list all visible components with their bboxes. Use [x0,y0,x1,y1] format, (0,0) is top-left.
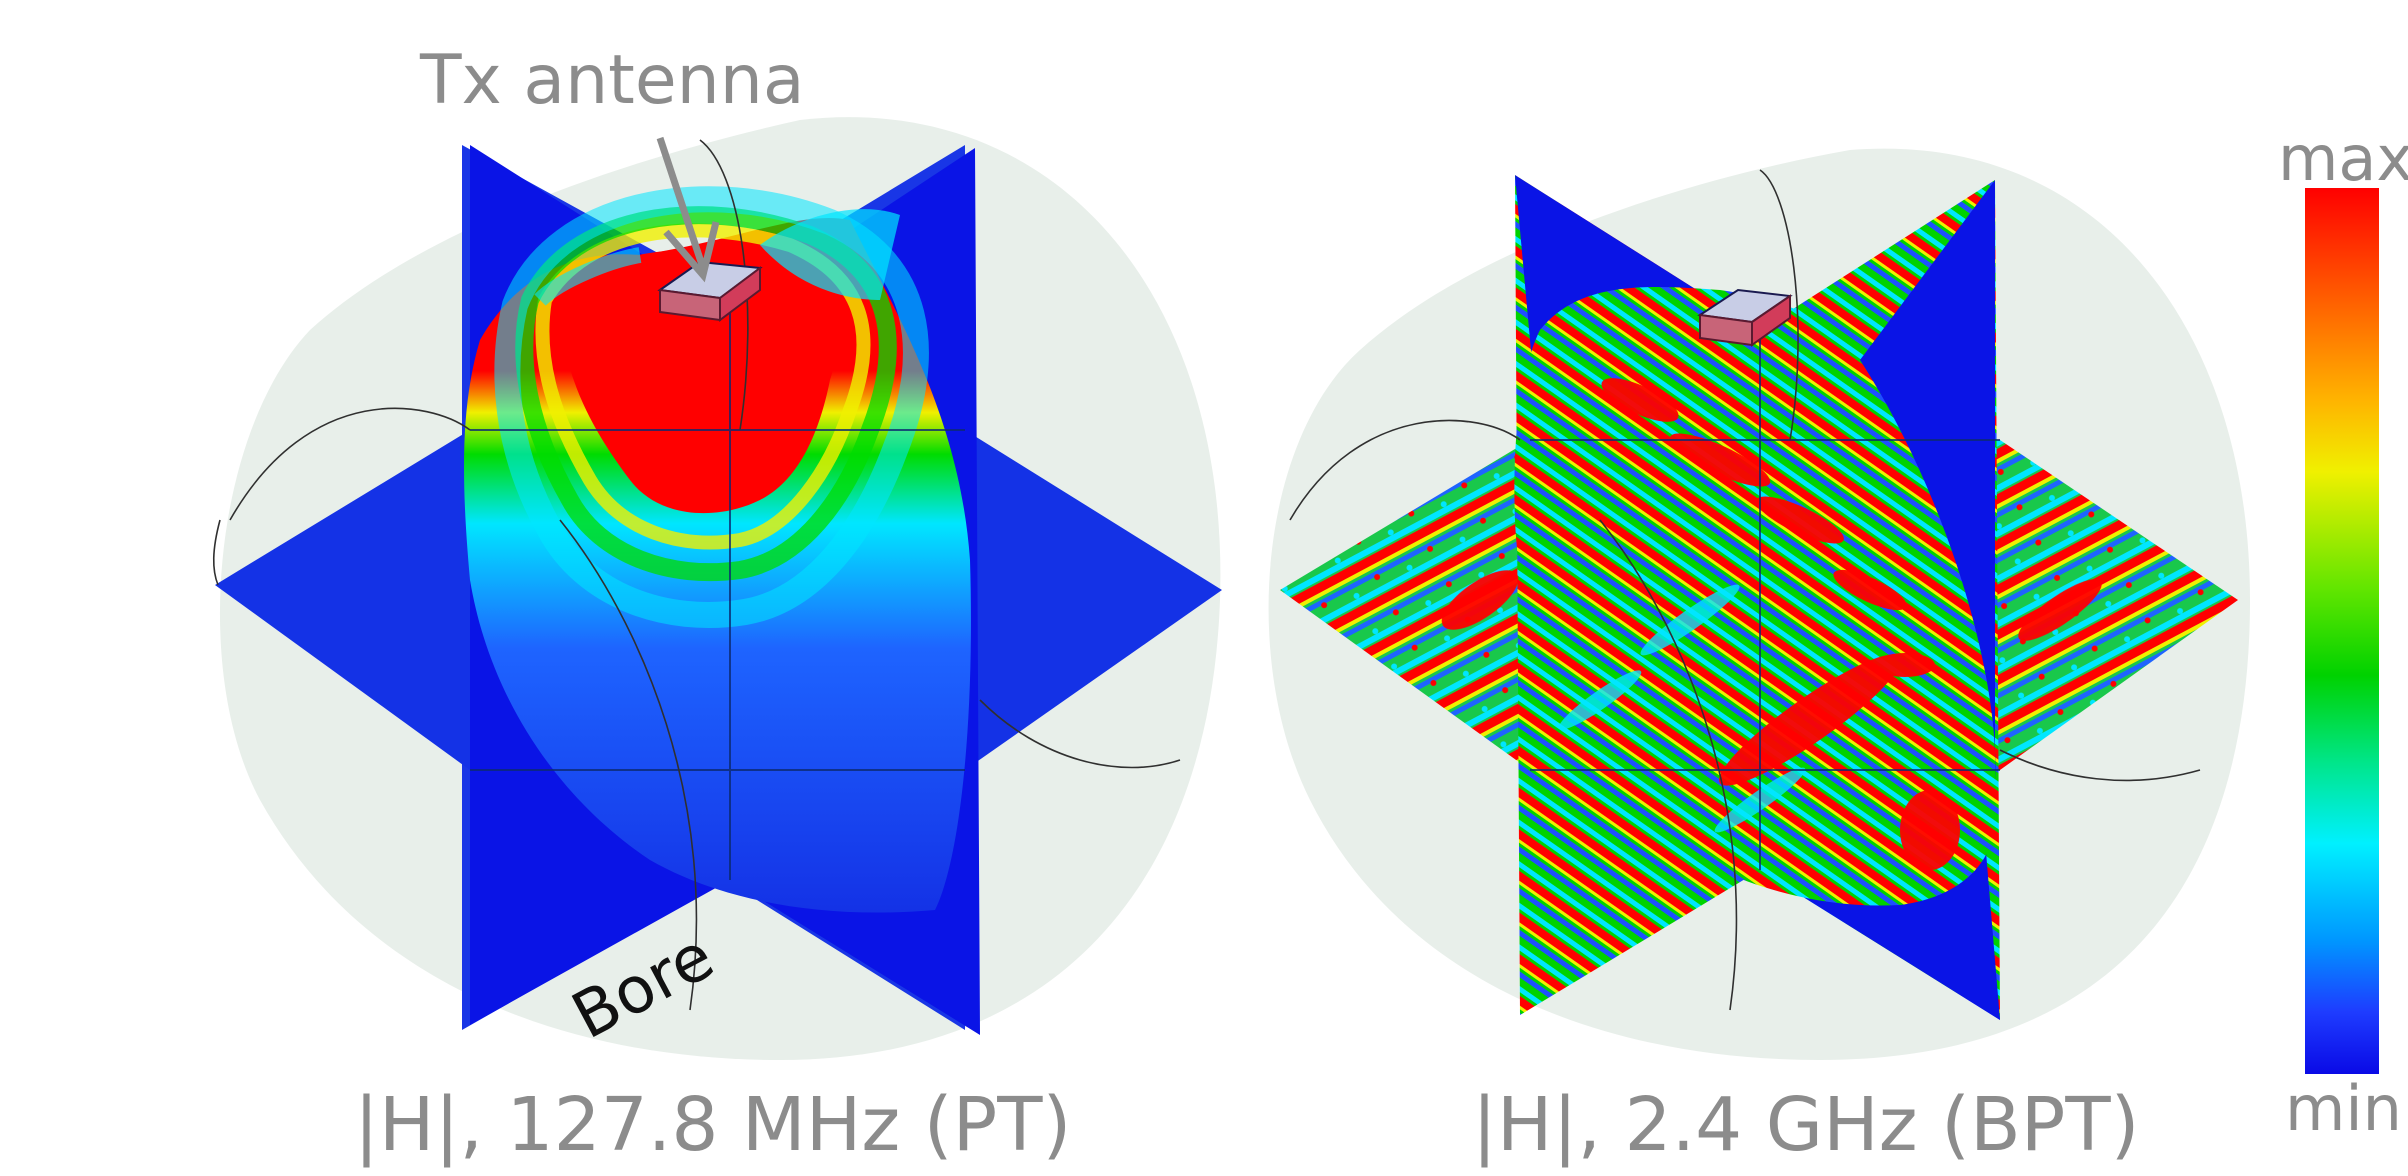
right-caption: |H|, 2.4 GHz (BPT) [1472,1082,2139,1168]
tx-antenna-right [1697,288,1793,347]
field-lobe-left-halo [535,223,871,550]
blue-cut-right [1860,180,1996,780]
field-section-right [1514,286,1996,906]
tx-antenna-left [657,260,763,322]
left-caption: |H|, 127.8 MHz (PT) [354,1082,1071,1168]
field-lobe-left-halo3 [494,186,929,628]
colorbar-max-label: max [2278,122,2408,195]
tx-antenna-annotation [656,136,720,283]
tx-antenna-label: Tx antenna [419,41,805,120]
field-lobe-left-halo2 [515,206,897,582]
right-panel-bpt [1268,148,2250,1060]
colorbar-min-label: min [2285,1072,2402,1145]
field-lobe-left [560,250,838,514]
colorbar [2305,188,2379,1074]
left-panel-pt [212,117,1222,1060]
